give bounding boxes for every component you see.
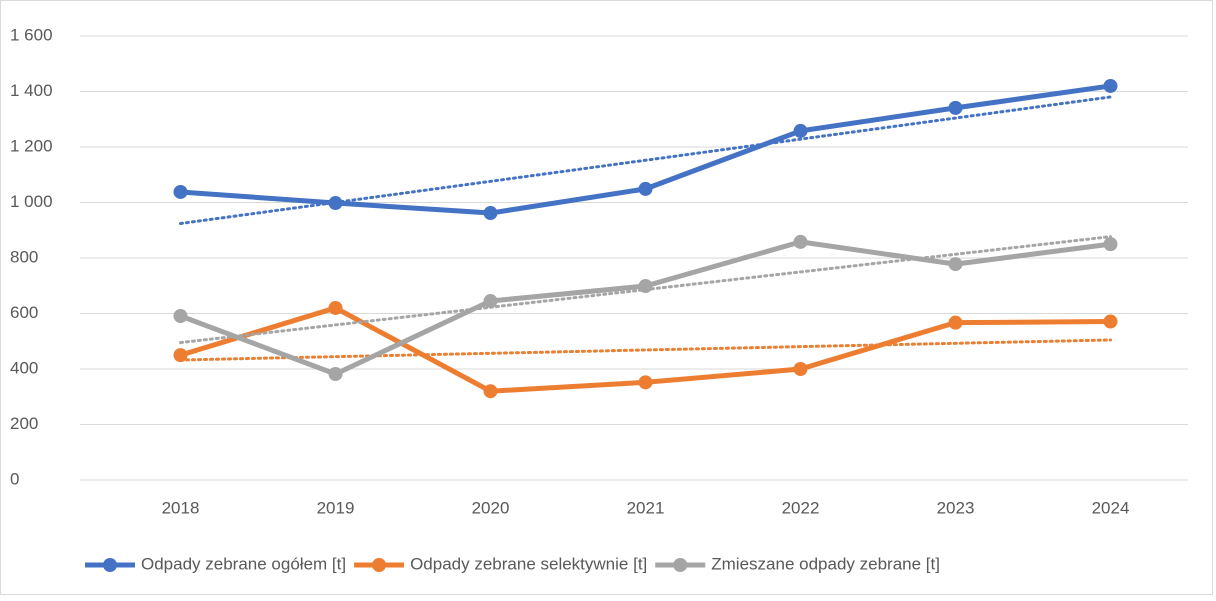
data-point (483, 294, 498, 309)
y-tick-label: 1 000 (10, 192, 53, 211)
data-point (173, 184, 188, 199)
legend-item: Zmieszane odpady zebrane [t] (655, 554, 940, 573)
x-tick-label: 2020 (472, 498, 510, 517)
data-point (948, 315, 963, 330)
data-point (638, 375, 653, 390)
data-point (1103, 78, 1118, 93)
legend-marker (103, 558, 117, 572)
data-point (1103, 237, 1118, 252)
data-point (638, 181, 653, 196)
data-point (638, 279, 653, 294)
legend-label: Odpady zebrane selektywnie [t] (410, 554, 647, 573)
y-tick-label: 1 600 (10, 25, 53, 44)
x-tick-label: 2018 (162, 498, 200, 517)
y-tick-label: 1 400 (10, 81, 53, 100)
y-tick-label: 400 (10, 358, 38, 377)
data-point (328, 196, 343, 211)
data-point (483, 206, 498, 221)
x-tick-label: 2021 (627, 498, 665, 517)
x-tick-label: 2023 (937, 498, 975, 517)
data-point (948, 100, 963, 115)
y-tick-label: 800 (10, 247, 38, 266)
y-tick-label: 200 (10, 414, 38, 433)
data-point (328, 300, 343, 315)
y-tick-label: 0 (10, 469, 19, 488)
data-point (793, 362, 808, 376)
x-tick-label: 2019 (317, 498, 355, 517)
legend-item: Odpady zebrane selektywnie [t] (354, 554, 647, 573)
data-point (328, 366, 343, 381)
data-point (793, 234, 808, 249)
y-tick-label: 600 (10, 303, 38, 322)
legend-marker (372, 558, 387, 572)
legend-item: Odpady zebrane ogółem [t] (85, 554, 346, 573)
data-point (483, 384, 498, 399)
data-point (1103, 314, 1118, 329)
data-point (793, 123, 808, 138)
legend-marker (673, 558, 688, 572)
legend-label: Odpady zebrane ogółem [t] (141, 554, 346, 573)
legend-label: Zmieszane odpady zebrane [t] (711, 554, 940, 573)
x-tick-label: 2022 (782, 498, 820, 517)
y-tick-label: 1 200 (10, 136, 53, 155)
data-point (173, 308, 188, 323)
data-point (948, 257, 963, 272)
x-tick-label: 2024 (1092, 498, 1130, 517)
trendline (179, 338, 1112, 362)
data-point (173, 348, 188, 363)
